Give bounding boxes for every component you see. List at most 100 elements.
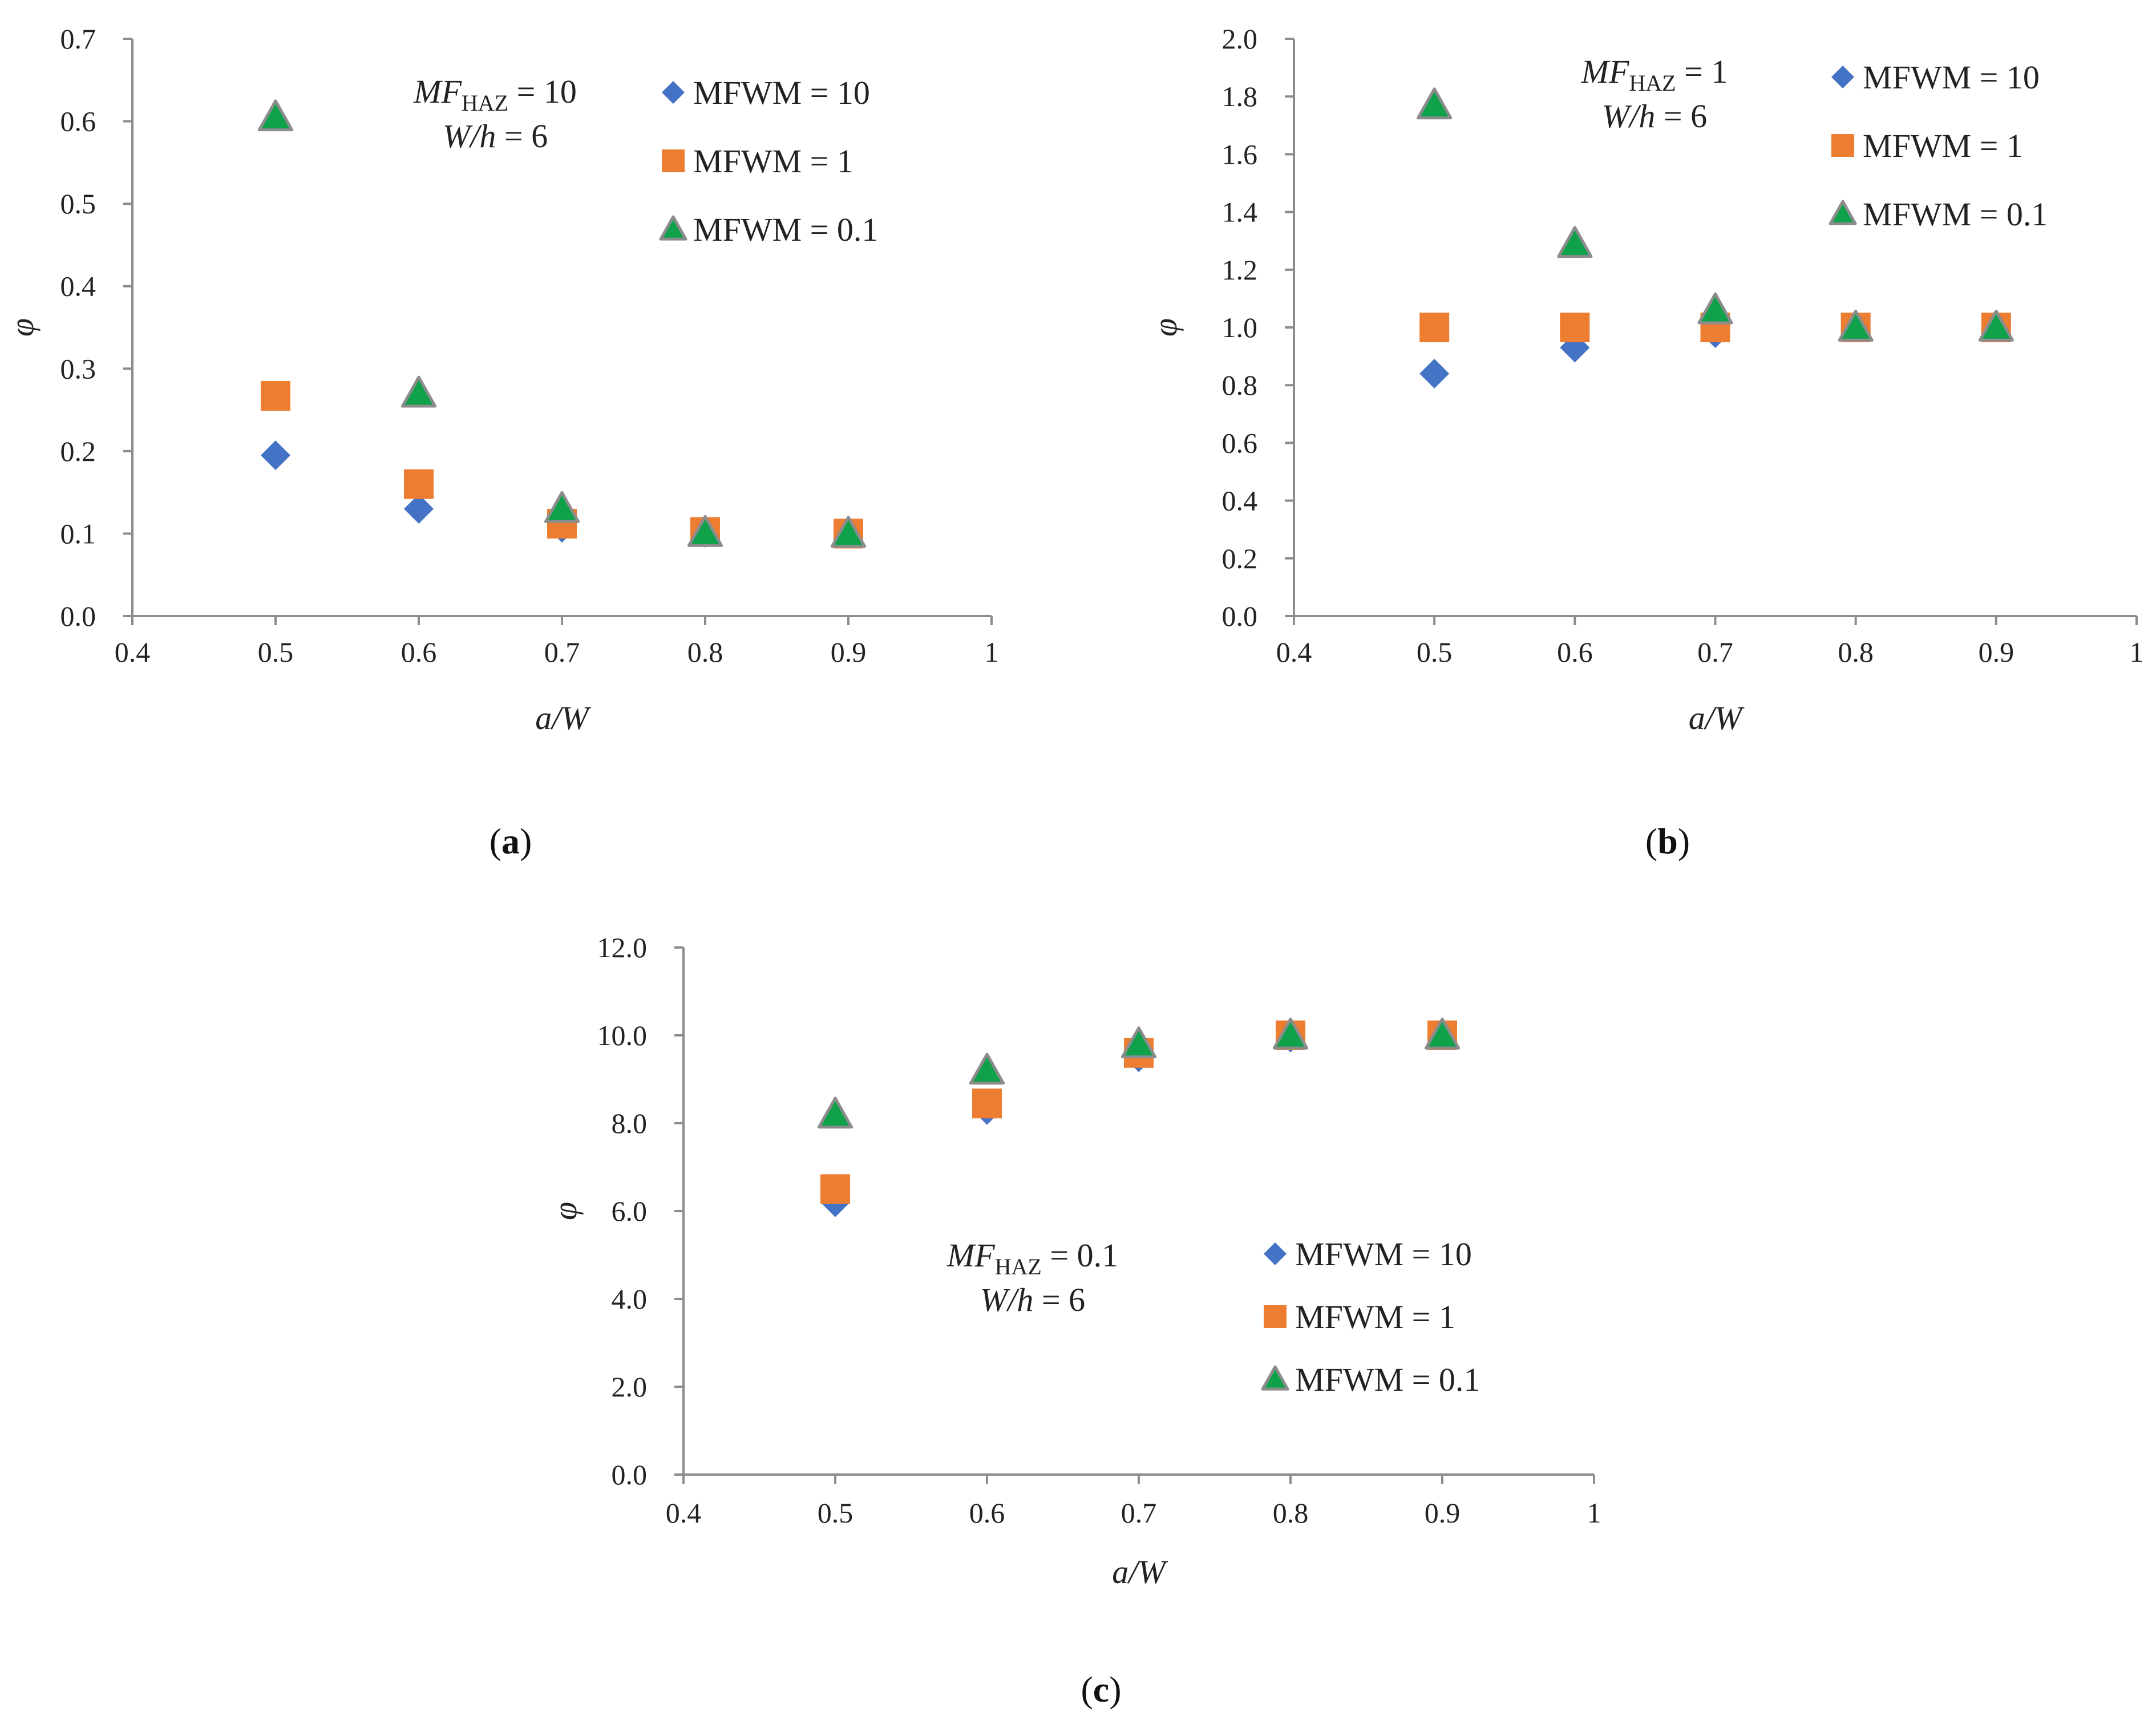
panel-label: (c) — [1081, 1669, 1121, 1710]
y-tick-label: 0.2 — [60, 435, 96, 467]
annotation-haz-subscript: HAZ — [995, 1254, 1042, 1279]
x-tick-label: 0.6 — [969, 1497, 1005, 1529]
y-tick-label: 0.3 — [60, 353, 96, 384]
x-tick-label: 1 — [1587, 1497, 1601, 1529]
x-tick-label: 1 — [985, 636, 999, 668]
data-point-square — [820, 1174, 850, 1204]
data-point-square — [1560, 313, 1590, 342]
annotation-wh: W/h = 6 — [443, 118, 548, 155]
data-point-square — [972, 1088, 1002, 1119]
y-tick-label: 0.1 — [60, 517, 96, 549]
data-point-triangle — [687, 515, 723, 547]
legend-label: MFWM = 1 — [1863, 127, 2023, 164]
x-tick-label: 0.9 — [831, 636, 867, 668]
y-tick-label: 0.6 — [1222, 427, 1258, 459]
annotation-mf: MF — [413, 73, 462, 110]
annotation-wh-value: = 6 — [1655, 98, 1707, 135]
data-point-triangle — [1978, 309, 2014, 342]
annotation-mf-value: = 10 — [508, 73, 577, 110]
y-tick-label: 1.8 — [1222, 80, 1258, 112]
legend-symbol-triangle — [1829, 200, 1857, 225]
legend-symbol-triangle — [1261, 1365, 1289, 1391]
y-tick-label: 0.0 — [1222, 600, 1258, 632]
data-point-diamond — [261, 440, 290, 471]
annotation-wh: W/h = 6 — [1602, 98, 1707, 135]
legend-label: MFWM = 10 — [693, 74, 870, 111]
y-tick-label: 10.0 — [597, 1019, 648, 1051]
x-tick-label: 0.4 — [115, 636, 151, 668]
x-tick-label: 0.5 — [818, 1497, 853, 1529]
legend-symbol-diamond — [1831, 66, 1854, 88]
data-point-triangle — [544, 491, 580, 523]
data-point-triangle — [1121, 1026, 1157, 1059]
y-axis-title: φ — [1147, 318, 1184, 337]
y-tick-label: 1.6 — [1222, 138, 1258, 170]
x-axis-title: a/W — [1112, 1553, 1168, 1590]
annotation-mf-value: = 0.1 — [1042, 1237, 1118, 1274]
x-tick-label: 0.6 — [401, 636, 437, 668]
data-point-triangle — [1838, 309, 1874, 342]
annotation-mf-value: = 1 — [1676, 53, 1728, 90]
data-point-square — [1419, 313, 1450, 342]
annotation-wh-label: W/h — [980, 1281, 1033, 1318]
data-point-triangle — [1424, 1017, 1461, 1050]
y-tick-label: 1.0 — [1222, 311, 1258, 343]
legend-symbol-triangle — [659, 215, 687, 241]
annotation-wh-value: = 6 — [1033, 1281, 1085, 1318]
annotation-wh-label: W/h — [443, 118, 496, 155]
data-point-triangle — [830, 516, 867, 548]
legend-symbol-diamond — [1264, 1242, 1287, 1265]
data-point-triangle — [817, 1096, 853, 1129]
legend-label: MFWM = 10 — [1295, 1236, 1472, 1273]
legend-label: MFWM = 1 — [1295, 1298, 1455, 1335]
data-point-triangle — [969, 1052, 1005, 1085]
legend-symbol-square — [1264, 1305, 1287, 1328]
y-tick-label: 0.5 — [60, 188, 96, 220]
y-tick-label: 0.4 — [1222, 485, 1258, 517]
legend-symbol-diamond — [662, 81, 685, 104]
panel-label: (a) — [490, 821, 532, 861]
y-tick-label: 0.0 — [612, 1459, 648, 1491]
y-tick-label: 0.8 — [1222, 369, 1258, 401]
y-tick-label: 6.0 — [612, 1195, 648, 1227]
y-tick-label: 2.0 — [1222, 23, 1258, 55]
legend-label: MFWM = 1 — [693, 143, 853, 180]
x-axis-title: a/W — [1689, 699, 1745, 736]
x-tick-label: 0.7 — [1121, 1497, 1157, 1529]
y-tick-label: 0.0 — [60, 600, 96, 632]
data-point-triangle — [257, 99, 294, 132]
x-axis-title: a/W — [535, 699, 591, 736]
y-axis-title: φ — [3, 318, 41, 337]
annotation-mf-haz: MFHAZ = 1 — [1581, 53, 1728, 96]
x-tick-label: 0.5 — [258, 636, 294, 668]
x-tick-label: 0.5 — [1417, 636, 1453, 668]
y-tick-label: 4.0 — [612, 1283, 648, 1315]
y-tick-label: 0.4 — [60, 270, 96, 302]
legend-label: MFWM = 10 — [1863, 59, 2040, 96]
y-tick-label: 1.2 — [1222, 254, 1258, 286]
x-tick-label: 0.7 — [1697, 636, 1733, 668]
legend-label: MFWM = 0.1 — [693, 211, 878, 248]
x-tick-label: 0.9 — [1425, 1497, 1461, 1529]
y-tick-label: 2.0 — [612, 1371, 648, 1403]
chart-panel-c: 0.0 2.0 4.0 6.0 8.0 10.0 12.0 0.4 0.5 0.6 0.7 0.8 0.… — [547, 932, 1601, 1710]
chart-panel-b: 0.0 0.2 0.4 0.6 0.8 1.0 1.2 1.4 1.6 1.8 2.0 0.4 0.5 0… — [1147, 23, 2144, 861]
legend-label: MFWM = 0.1 — [1863, 196, 2048, 233]
legend: MFWM = 10 MFWM = 1 MFWM = 0.1 — [1261, 1236, 1480, 1398]
y-tick-label: 0.6 — [60, 106, 96, 137]
legend-symbol-square — [662, 149, 685, 172]
data-point-triangle — [1557, 226, 1593, 258]
data-point-triangle — [1417, 87, 1453, 120]
annotation-wh-value: = 6 — [496, 118, 548, 155]
x-tick-label: 0.8 — [1838, 636, 1874, 668]
x-tick-label: 1 — [2130, 636, 2144, 668]
annotation-mf-haz: MFHAZ = 0.1 — [946, 1237, 1118, 1279]
annotation-haz-subscript: HAZ — [1629, 70, 1676, 96]
annotation-haz-subscript: HAZ — [462, 90, 508, 116]
annotation-mf: MF — [1581, 53, 1629, 90]
y-tick-label: 0.2 — [1222, 542, 1258, 574]
legend-symbol-square — [1831, 134, 1854, 157]
data-point-square — [404, 469, 434, 499]
panel-label: (b) — [1645, 821, 1690, 861]
